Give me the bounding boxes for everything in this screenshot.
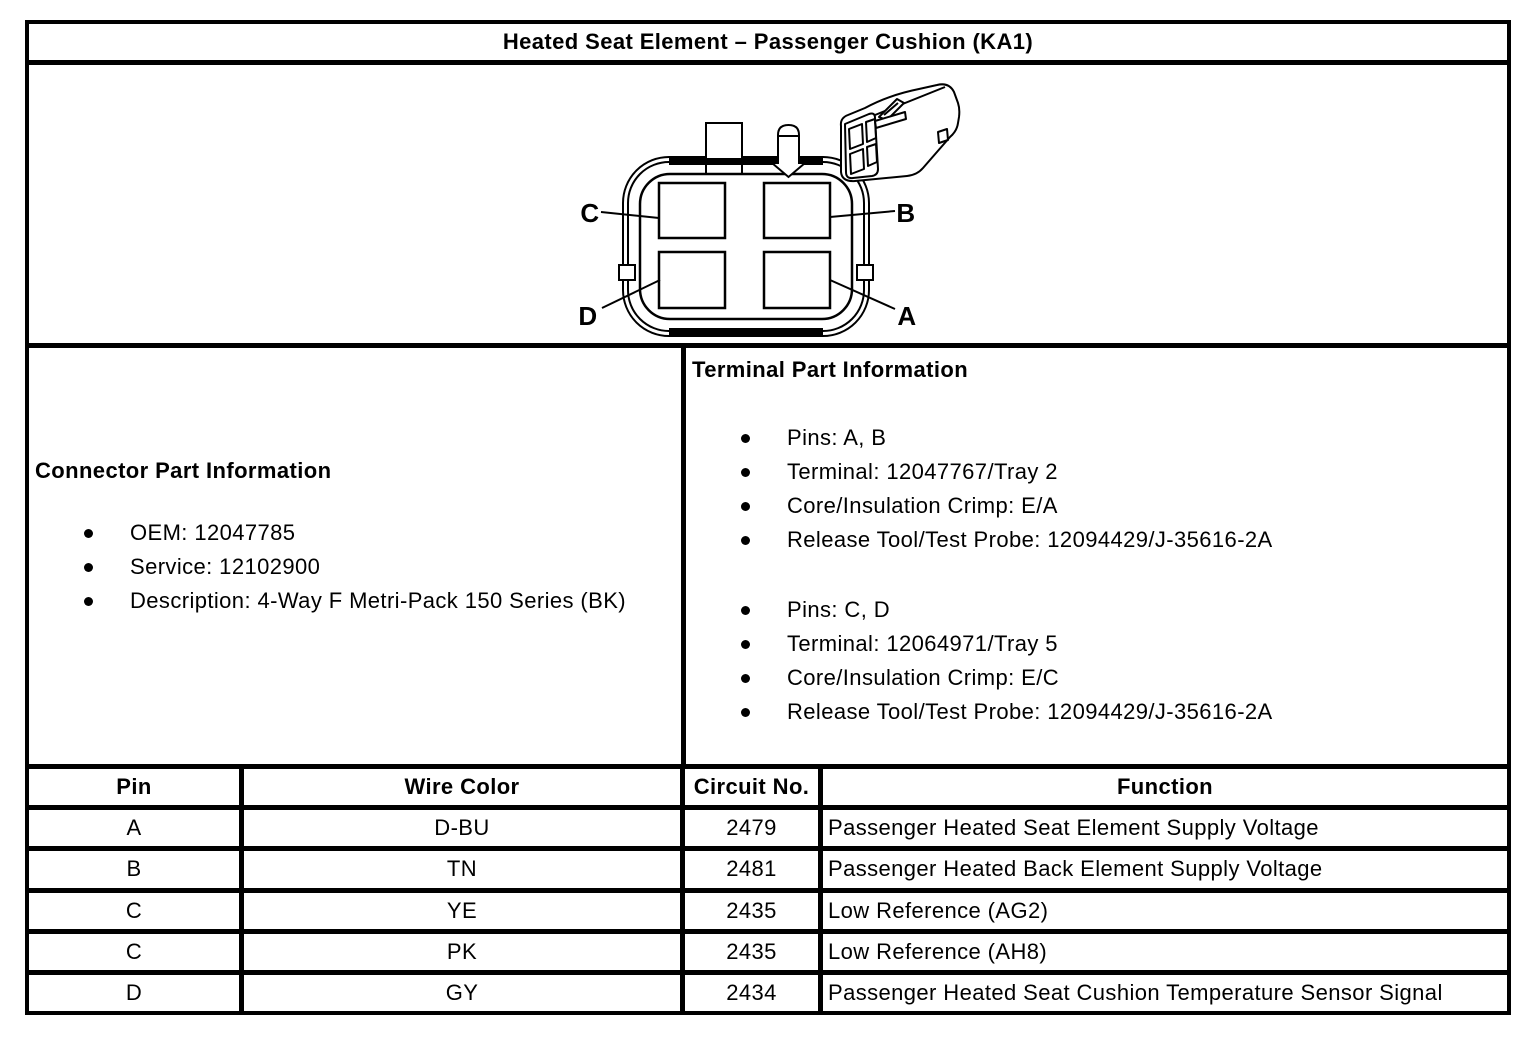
column-header-function: Function xyxy=(823,769,1507,806)
table-cell-wire: GY xyxy=(244,974,680,1011)
pin-label-a: A xyxy=(897,301,916,331)
list-item: Release Tool/Test Probe: 12094429/J-3561… xyxy=(686,523,1507,557)
bullet-icon xyxy=(84,562,93,572)
list-item: Pins: A, B xyxy=(686,421,1507,455)
table-cell-function: Passenger Heated Back Element Supply Vol… xyxy=(823,851,1507,888)
list-item: Description: 4-Way F Metri-Pack 150 Seri… xyxy=(29,584,681,618)
connector-diagram: C B D A xyxy=(578,83,961,337)
table-cell-pin: C xyxy=(29,892,239,929)
bullet-icon xyxy=(741,707,750,717)
connector-document: Heated Seat Element – Passenger Cushion … xyxy=(25,20,1511,1015)
bullet-icon xyxy=(741,605,750,615)
bullet-icon xyxy=(741,433,750,443)
table-cell-wire: D-BU xyxy=(244,810,680,847)
lock-arrow-icon xyxy=(769,123,808,179)
table-cell-pin: D xyxy=(29,974,239,1011)
table-cell-function: Low Reference (AG2) xyxy=(823,892,1507,929)
terminal-part-info-heading: Terminal Part Information xyxy=(692,357,969,382)
list-item: Pins: C, D xyxy=(686,593,1507,627)
table-cell-wire: TN xyxy=(244,851,680,888)
list-item: OEM: 12047785 xyxy=(29,516,681,550)
connector-part-info-list: OEM: 12047785 Service: 12102900 Descript… xyxy=(29,516,681,618)
connector-diagram-section: C B D A xyxy=(29,65,1507,343)
list-item-text: Core/Insulation Crimp: E/A xyxy=(787,493,1058,518)
table-cell-circuit: 2435 xyxy=(685,892,818,929)
bullet-icon xyxy=(741,501,750,511)
terminal-info-list-pins-cd: Pins: C, D Terminal: 12064971/Tray 5 Cor… xyxy=(686,593,1507,729)
column-header-pin: Pin xyxy=(29,769,239,806)
list-item-text: Release Tool/Test Probe: 12094429/J-3561… xyxy=(787,527,1273,552)
pin-label-d: D xyxy=(578,301,597,331)
table-cell-function: Passenger Heated Seat Cushion Temperatur… xyxy=(823,974,1507,1011)
list-item: Service: 12102900 xyxy=(29,550,681,584)
list-item-text: Release Tool/Test Probe: 12094429/J-3561… xyxy=(787,699,1273,724)
list-item-text: Core/Insulation Crimp: E/C xyxy=(787,665,1060,690)
index-tab-icon xyxy=(705,122,743,160)
bullet-icon xyxy=(741,535,750,545)
pin-label-c: C xyxy=(580,198,599,228)
table-cell-wire: PK xyxy=(244,933,680,970)
table-cell-pin: B xyxy=(29,851,239,888)
cavity-b xyxy=(762,181,832,240)
list-item: Terminal: 12047767/Tray 2 xyxy=(686,455,1507,489)
list-item-text: Pins: C, D xyxy=(787,597,891,622)
table-cell-circuit: 2434 xyxy=(685,974,818,1011)
list-item-text: Terminal: 12064971/Tray 5 xyxy=(787,631,1058,656)
pinout-table: Pin Wire Color Circuit No. Function A D-… xyxy=(29,769,1507,1011)
terminal-part-info-section: Terminal Part Information Pins: A, B Ter… xyxy=(686,348,1507,764)
terminal-info-list-pins-ab: Pins: A, B Terminal: 12047767/Tray 2 Cor… xyxy=(686,421,1507,557)
bullet-icon xyxy=(741,673,750,683)
connector-part-info-section: Connector Part Information OEM: 12047785… xyxy=(29,348,681,764)
cavity-c xyxy=(657,181,727,240)
bullet-icon xyxy=(84,528,93,538)
table-cell-pin: A xyxy=(29,810,239,847)
list-item-text: Description: 4-Way F Metri-Pack 150 Seri… xyxy=(130,588,626,613)
connector-part-info-heading: Connector Part Information xyxy=(35,458,332,483)
table-cell-circuit: 2435 xyxy=(685,933,818,970)
connector-3d-view xyxy=(839,83,961,183)
table-cell-function: Passenger Heated Seat Element Supply Vol… xyxy=(823,810,1507,847)
bullet-icon xyxy=(741,467,750,477)
list-item: Core/Insulation Crimp: E/A xyxy=(686,489,1507,523)
list-item-text: Terminal: 12047767/Tray 2 xyxy=(787,459,1058,484)
list-item-text: OEM: 12047785 xyxy=(130,520,296,545)
page-title: Heated Seat Element – Passenger Cushion … xyxy=(29,24,1507,60)
column-header-wire-color: Wire Color xyxy=(244,769,680,806)
list-item: Core/Insulation Crimp: E/C xyxy=(686,661,1507,695)
bullet-icon xyxy=(741,639,750,649)
list-item-text: Service: 12102900 xyxy=(130,554,321,579)
part-info-row: Connector Part Information OEM: 12047785… xyxy=(29,348,1507,764)
bullet-icon xyxy=(84,596,93,606)
table-cell-pin: C xyxy=(29,933,239,970)
list-item-text: Pins: A, B xyxy=(787,425,887,450)
list-item: Release Tool/Test Probe: 12094429/J-3561… xyxy=(686,695,1507,729)
table-cell-wire: YE xyxy=(244,892,680,929)
table-cell-circuit: 2479 xyxy=(685,810,818,847)
table-cell-function: Low Reference (AH8) xyxy=(823,933,1507,970)
pin-label-b: B xyxy=(896,198,915,228)
list-item: Terminal: 12064971/Tray 5 xyxy=(686,627,1507,661)
column-header-circuit-no: Circuit No. xyxy=(685,769,818,806)
table-cell-circuit: 2481 xyxy=(685,851,818,888)
